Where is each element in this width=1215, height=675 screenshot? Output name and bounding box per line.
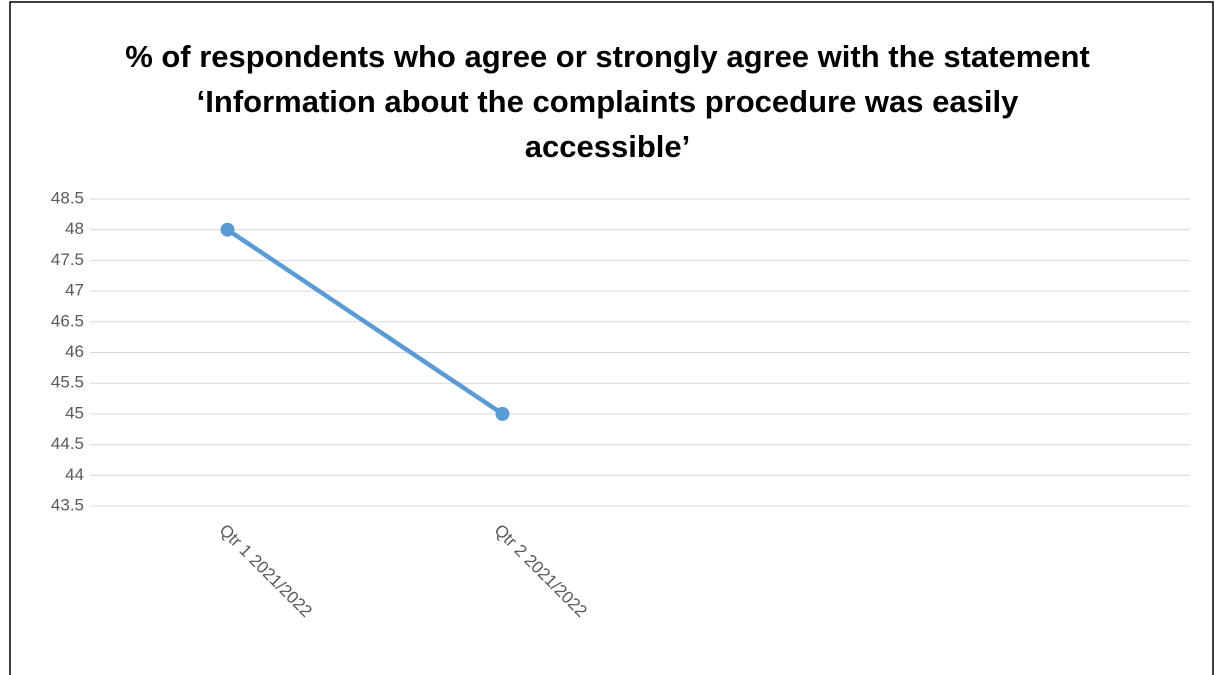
y-tick-label: 48.5 — [51, 188, 84, 207]
y-tick-label: 47.5 — [51, 250, 84, 269]
y-tick-label: 45.5 — [51, 373, 84, 392]
line-marker — [220, 222, 235, 237]
x-tick-label: Qtr 2 2021/2022 — [491, 521, 591, 621]
y-tick-label: 46 — [65, 342, 84, 361]
y-tick-label: 47 — [65, 281, 84, 300]
y-tick-label: 45 — [65, 403, 84, 422]
chart-title: % of respondents who agree or strongly a… — [125, 39, 1090, 164]
line-marker — [495, 406, 510, 421]
y-tick-label: 44 — [65, 465, 84, 484]
y-tick-label: 46.5 — [51, 311, 84, 330]
y-tick-label: 43.5 — [51, 495, 84, 514]
y-tick-label: 44.5 — [51, 434, 84, 453]
line-series — [225, 227, 505, 417]
chart-border — [9, 1, 1214, 675]
y-tick-label: 48 — [65, 219, 84, 238]
x-tick-label: Qtr 1 2021/2022 — [216, 521, 316, 621]
